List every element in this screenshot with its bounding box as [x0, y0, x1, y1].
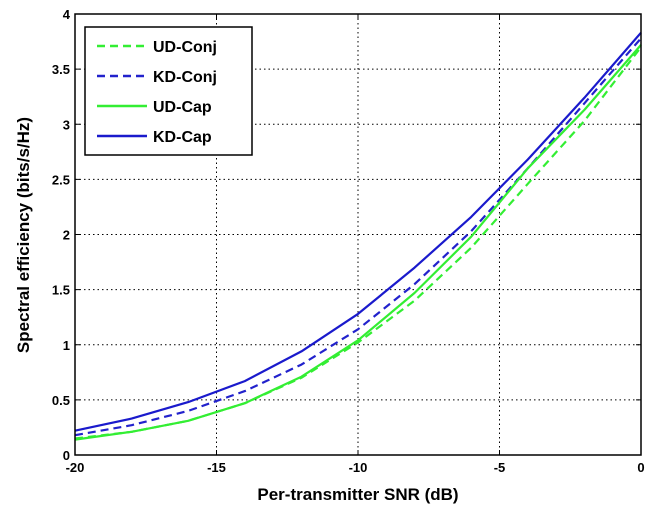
x-tick-label: -5	[494, 460, 506, 475]
y-tick-label: 4	[63, 7, 71, 22]
y-tick-label: 2.5	[52, 172, 70, 187]
x-tick-label: 0	[637, 460, 644, 475]
legend-label: UD-Conj	[153, 39, 217, 56]
series-line-kd-conj	[74, 37, 642, 437]
y-tick-label: 3.5	[52, 62, 70, 77]
y-tick-label: 0.5	[52, 393, 70, 408]
x-axis-title: Per-transmitter SNR (dB)	[257, 485, 458, 504]
y-tick-label: 1.5	[52, 283, 70, 298]
series-line-ud-cap	[74, 44, 642, 441]
legend-label: UD-Cap	[153, 99, 212, 116]
legend-box	[84, 26, 253, 156]
y-tick-label: 0	[63, 448, 70, 463]
y-tick-label: 2	[63, 228, 70, 243]
x-tick-label: -20	[66, 460, 85, 475]
y-axis-title: Spectral efficiency (bits/s/Hz)	[14, 117, 33, 353]
legend-label: KD-Cap	[153, 129, 212, 146]
y-tick-label: 1	[63, 338, 70, 353]
x-tick-label: -15	[207, 460, 226, 475]
legend: UD-Conj KD-Conj UD-Cap KD-Cap	[84, 26, 253, 156]
y-tick-label: 3	[63, 117, 70, 132]
axis-ticks: -20 -15 -10 -5 0 0 0.5 1 1.5 2 2.5 3 3.5 4	[52, 7, 645, 475]
legend-label: KD-Conj	[153, 69, 217, 86]
x-tick-label: -10	[349, 460, 368, 475]
series-line-kd-cap	[74, 31, 642, 432]
series-lines	[74, 31, 642, 441]
